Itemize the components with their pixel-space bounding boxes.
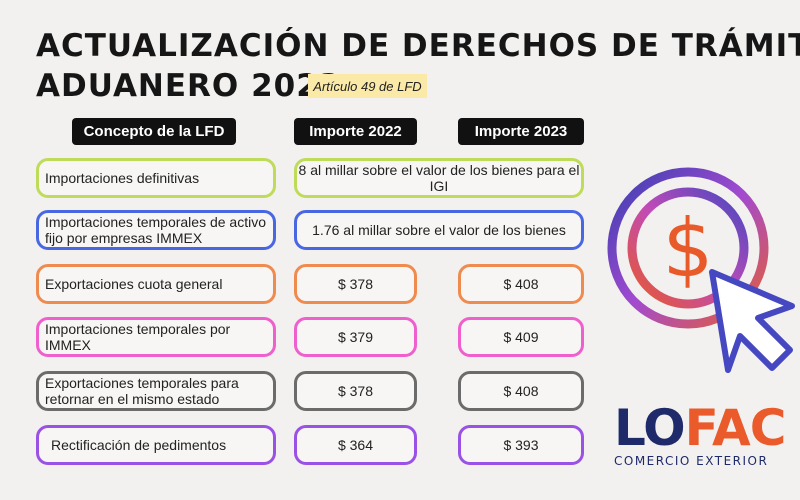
concept-exportaciones-cuota-general: Exportaciones cuota general <box>36 264 276 304</box>
logo-part-2: FAC <box>684 399 787 457</box>
value-2023-exportaciones-cuota-general: $ 408 <box>458 264 584 304</box>
svg-text:$: $ <box>663 202 714 295</box>
concept-activo-fijo-immex: Importaciones temporales de activo fijo … <box>36 210 276 250</box>
value-2022-exportaciones-cuota-general: $ 378 <box>294 264 417 304</box>
value-2022-importaciones-temporales-immex: $ 379 <box>294 317 417 357</box>
page-title: ACTUALIZACIÓN DE DERECHOS DE TRÁMITE ADU… <box>36 26 800 106</box>
concept-importaciones-definitivas: Importaciones definitivas <box>36 158 276 198</box>
value-2022-rectificacion-pedimentos: $ 364 <box>294 425 417 465</box>
value-activo-fijo-immex: 1.76 al millar sobre el valor de los bie… <box>294 210 584 250</box>
value-2023-importaciones-temporales-immex: $ 409 <box>458 317 584 357</box>
concept-importaciones-temporales-immex: Importaciones temporales por IMMEX <box>36 317 276 357</box>
header-2022: Importe 2022 <box>294 118 417 145</box>
concept-exportaciones-temporales-retorno: Exportaciones temporales para retornar e… <box>36 371 276 411</box>
logo-tagline: COMERCIO EXTERIOR <box>614 454 769 468</box>
concept-rectificacion-pedimentos: Rectificación de pedimentos <box>36 425 276 465</box>
logo-part-1: LO <box>614 399 686 457</box>
value-2023-exportaciones-temporales-retorno: $ 408 <box>458 371 584 411</box>
value-2023-rectificacion-pedimentos: $ 393 <box>458 425 584 465</box>
logo-wordmark: LOFAC <box>614 403 786 453</box>
title-line-2: ADUANERO 2023 <box>36 68 342 104</box>
dollar-cursor-icon: $ <box>606 158 800 380</box>
value-2022-exportaciones-temporales-retorno: $ 378 <box>294 371 417 411</box>
header-concept: Concepto de la LFD <box>72 118 236 145</box>
law-article-note: Artículo 49 de LFD <box>308 74 427 98</box>
lofac-logo: LOFAC COMERCIO EXTERIOR <box>614 403 786 468</box>
value-importaciones-definitivas: 8 al millar sobre el valor de los bienes… <box>294 158 584 198</box>
header-2023: Importe 2023 <box>458 118 584 145</box>
title-line-1: ACTUALIZACIÓN DE DERECHOS DE TRÁMITE <box>36 28 800 64</box>
